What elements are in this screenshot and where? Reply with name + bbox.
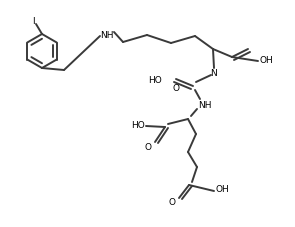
Text: O: O — [145, 142, 152, 151]
Text: O: O — [173, 83, 179, 92]
Text: OH: OH — [260, 55, 274, 64]
Text: OH: OH — [216, 185, 230, 194]
Text: NH: NH — [100, 30, 114, 39]
Text: HO: HO — [131, 121, 145, 130]
Text: HO: HO — [148, 75, 162, 84]
Text: NH: NH — [198, 100, 212, 109]
Text: N: N — [211, 68, 217, 77]
Text: O: O — [168, 198, 176, 207]
Text: I: I — [32, 16, 34, 25]
